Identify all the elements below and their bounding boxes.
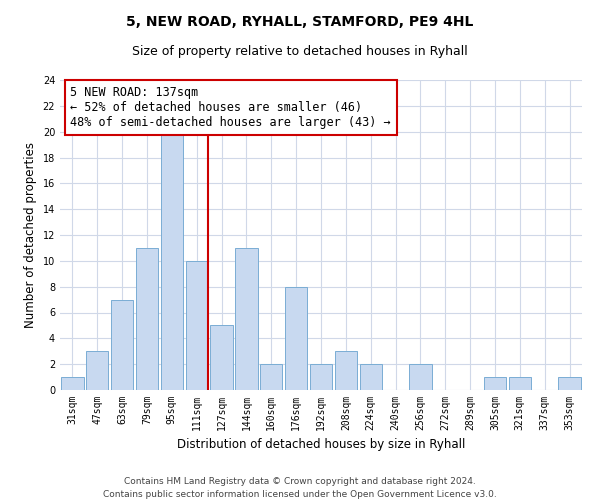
Bar xyxy=(86,351,109,390)
Bar xyxy=(136,248,158,390)
Bar xyxy=(235,248,257,390)
Bar xyxy=(161,132,183,390)
Bar xyxy=(335,351,357,390)
Bar xyxy=(509,377,531,390)
Bar xyxy=(61,377,83,390)
Bar xyxy=(111,300,133,390)
Bar xyxy=(310,364,332,390)
Bar xyxy=(211,326,233,390)
Text: Size of property relative to detached houses in Ryhall: Size of property relative to detached ho… xyxy=(132,45,468,58)
Bar xyxy=(285,286,307,390)
Bar xyxy=(559,377,581,390)
Bar xyxy=(359,364,382,390)
Y-axis label: Number of detached properties: Number of detached properties xyxy=(24,142,37,328)
Text: 5, NEW ROAD, RYHALL, STAMFORD, PE9 4HL: 5, NEW ROAD, RYHALL, STAMFORD, PE9 4HL xyxy=(127,15,473,29)
Bar xyxy=(185,261,208,390)
Bar xyxy=(409,364,431,390)
Text: 5 NEW ROAD: 137sqm
← 52% of detached houses are smaller (46)
48% of semi-detache: 5 NEW ROAD: 137sqm ← 52% of detached hou… xyxy=(70,86,391,129)
Bar xyxy=(260,364,283,390)
Bar xyxy=(484,377,506,390)
X-axis label: Distribution of detached houses by size in Ryhall: Distribution of detached houses by size … xyxy=(177,438,465,452)
Text: Contains public sector information licensed under the Open Government Licence v3: Contains public sector information licen… xyxy=(103,490,497,499)
Text: Contains HM Land Registry data © Crown copyright and database right 2024.: Contains HM Land Registry data © Crown c… xyxy=(124,478,476,486)
